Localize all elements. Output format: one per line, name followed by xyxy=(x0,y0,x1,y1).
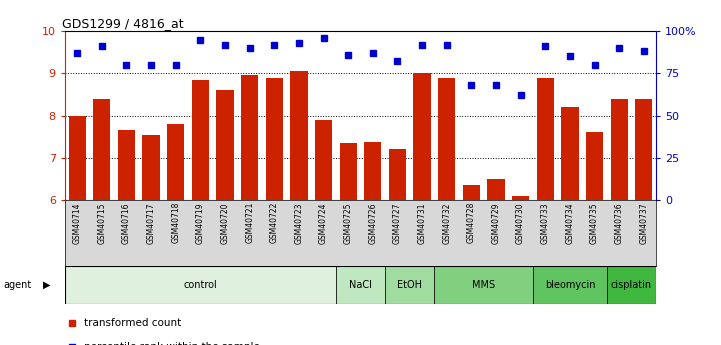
Text: GSM40724: GSM40724 xyxy=(319,202,328,244)
Text: GSM40735: GSM40735 xyxy=(590,202,599,244)
Text: GSM40733: GSM40733 xyxy=(541,202,549,244)
Bar xyxy=(68,116,86,200)
Text: GSM40714: GSM40714 xyxy=(73,202,81,244)
Text: GSM40720: GSM40720 xyxy=(221,202,229,244)
Bar xyxy=(533,266,607,304)
Bar xyxy=(291,71,308,200)
Text: GSM40723: GSM40723 xyxy=(294,202,304,244)
Text: GSM40717: GSM40717 xyxy=(146,202,156,244)
Text: control: control xyxy=(184,280,217,289)
Text: GDS1299 / 4816_at: GDS1299 / 4816_at xyxy=(62,17,184,30)
Bar xyxy=(607,266,656,304)
Text: transformed count: transformed count xyxy=(84,317,181,327)
Text: GSM40726: GSM40726 xyxy=(368,202,377,244)
Text: GSM40719: GSM40719 xyxy=(196,202,205,244)
Text: MMS: MMS xyxy=(472,280,495,289)
Bar xyxy=(389,149,406,200)
Bar xyxy=(93,99,110,200)
Text: ▶: ▶ xyxy=(43,280,50,289)
Bar xyxy=(167,124,185,200)
Bar xyxy=(340,143,357,200)
Text: EtOH: EtOH xyxy=(397,280,423,289)
Text: GSM40722: GSM40722 xyxy=(270,202,279,244)
Bar xyxy=(611,99,628,200)
Text: GSM40734: GSM40734 xyxy=(565,202,575,244)
Text: GSM40731: GSM40731 xyxy=(417,202,427,244)
Bar xyxy=(265,78,283,200)
Bar xyxy=(487,179,505,200)
Text: NaCl: NaCl xyxy=(349,280,372,289)
Text: GSM40729: GSM40729 xyxy=(492,202,500,244)
Bar xyxy=(438,78,456,200)
Text: GSM40716: GSM40716 xyxy=(122,202,131,244)
Bar xyxy=(385,266,434,304)
Text: GSM40728: GSM40728 xyxy=(467,202,476,244)
Bar xyxy=(561,107,578,200)
Text: percentile rank within the sample: percentile rank within the sample xyxy=(84,342,260,345)
Bar xyxy=(434,266,533,304)
Text: bleomycin: bleomycin xyxy=(544,280,595,289)
Bar xyxy=(463,185,480,200)
Text: GSM40732: GSM40732 xyxy=(442,202,451,244)
Bar xyxy=(65,266,336,304)
Text: GSM40715: GSM40715 xyxy=(97,202,106,244)
Text: GSM40721: GSM40721 xyxy=(245,202,254,244)
Bar xyxy=(586,132,603,200)
Text: GSM40730: GSM40730 xyxy=(516,202,525,244)
Bar xyxy=(364,142,381,200)
Bar xyxy=(216,90,234,200)
Text: GSM40737: GSM40737 xyxy=(640,202,648,244)
Bar xyxy=(241,76,258,200)
Bar xyxy=(635,99,653,200)
Text: cisplatin: cisplatin xyxy=(611,280,652,289)
Bar xyxy=(143,135,160,200)
Bar xyxy=(536,78,554,200)
Bar xyxy=(413,73,430,200)
Text: GSM40725: GSM40725 xyxy=(344,202,353,244)
Bar xyxy=(192,80,209,200)
Bar xyxy=(118,130,135,200)
Bar xyxy=(512,196,529,200)
Text: GSM40727: GSM40727 xyxy=(393,202,402,244)
Bar xyxy=(336,266,385,304)
Text: GSM40736: GSM40736 xyxy=(615,202,624,244)
Bar xyxy=(315,120,332,200)
Text: GSM40718: GSM40718 xyxy=(172,202,180,244)
Text: agent: agent xyxy=(4,280,32,289)
